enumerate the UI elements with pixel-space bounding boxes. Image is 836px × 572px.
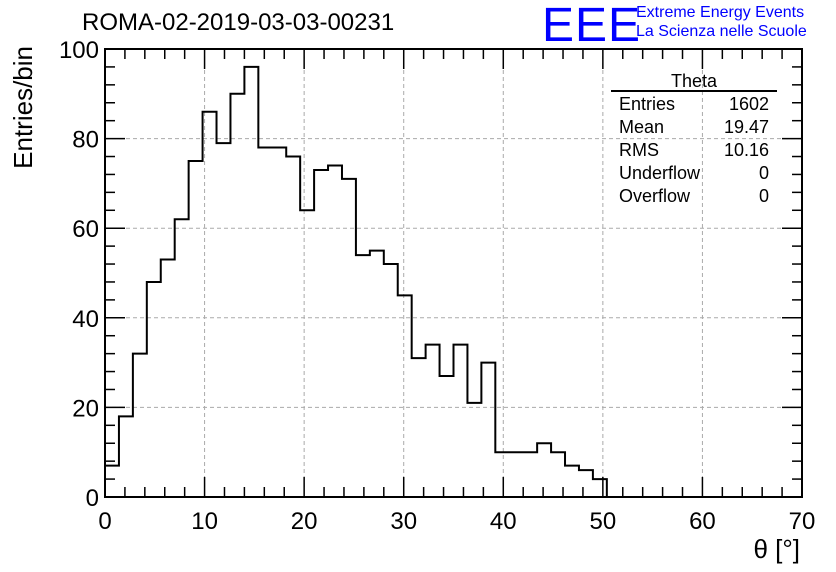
y-tick-label: 80 <box>72 127 99 154</box>
grid <box>105 49 802 497</box>
stats-value: 0 <box>759 163 769 183</box>
stats-box-title: Theta <box>671 71 718 91</box>
plot-frame <box>104 48 803 498</box>
y-axis-label: Entries/bin <box>8 46 38 169</box>
stats-label: RMS <box>619 140 659 160</box>
x-axis-label: θ [°] <box>753 534 800 564</box>
x-tick-label: 10 <box>191 508 218 535</box>
x-tick-label: 40 <box>490 508 517 535</box>
y-tick-label: 40 <box>72 306 99 333</box>
x-tick-label: 70 <box>789 508 816 535</box>
stats-label: Underflow <box>619 163 701 183</box>
eee-logo-text: EEE <box>542 0 642 52</box>
stats-box: Theta Entries 1602 Mean 19.47 RMS 10.16 Underfl… <box>611 71 777 206</box>
y-tick-label: 20 <box>72 395 99 422</box>
x-tick-label: 0 <box>98 508 111 535</box>
stats-value: 19.47 <box>724 117 769 137</box>
chart-title: ROMA-02-2019-03-03-00231 <box>82 9 395 36</box>
x-tick-label: 50 <box>590 508 617 535</box>
stats-label: Overflow <box>619 186 691 206</box>
x-tick-label: 20 <box>291 508 318 535</box>
axis-ticks <box>104 48 803 498</box>
y-tick-label: 100 <box>59 37 99 64</box>
stats-value: 10.16 <box>724 140 769 160</box>
stats-label: Mean <box>619 117 664 137</box>
eee-logo-line2: La Scienza nelle Scuole <box>636 23 807 40</box>
histogram-series <box>104 65 802 498</box>
stats-label: Entries <box>619 94 675 114</box>
x-tick-label: 30 <box>390 508 417 535</box>
y-tick-label: 0 <box>86 485 99 512</box>
stats-value: 0 <box>759 186 769 206</box>
stats-value: 1602 <box>729 94 769 114</box>
y-tick-label: 60 <box>72 216 99 243</box>
x-tick-label: 60 <box>689 508 716 535</box>
tick-labels: 0 10 20 30 40 50 60 70 0 20 40 60 80 100 <box>59 37 815 535</box>
eee-logo-line1: Extreme Energy Events <box>636 4 805 21</box>
